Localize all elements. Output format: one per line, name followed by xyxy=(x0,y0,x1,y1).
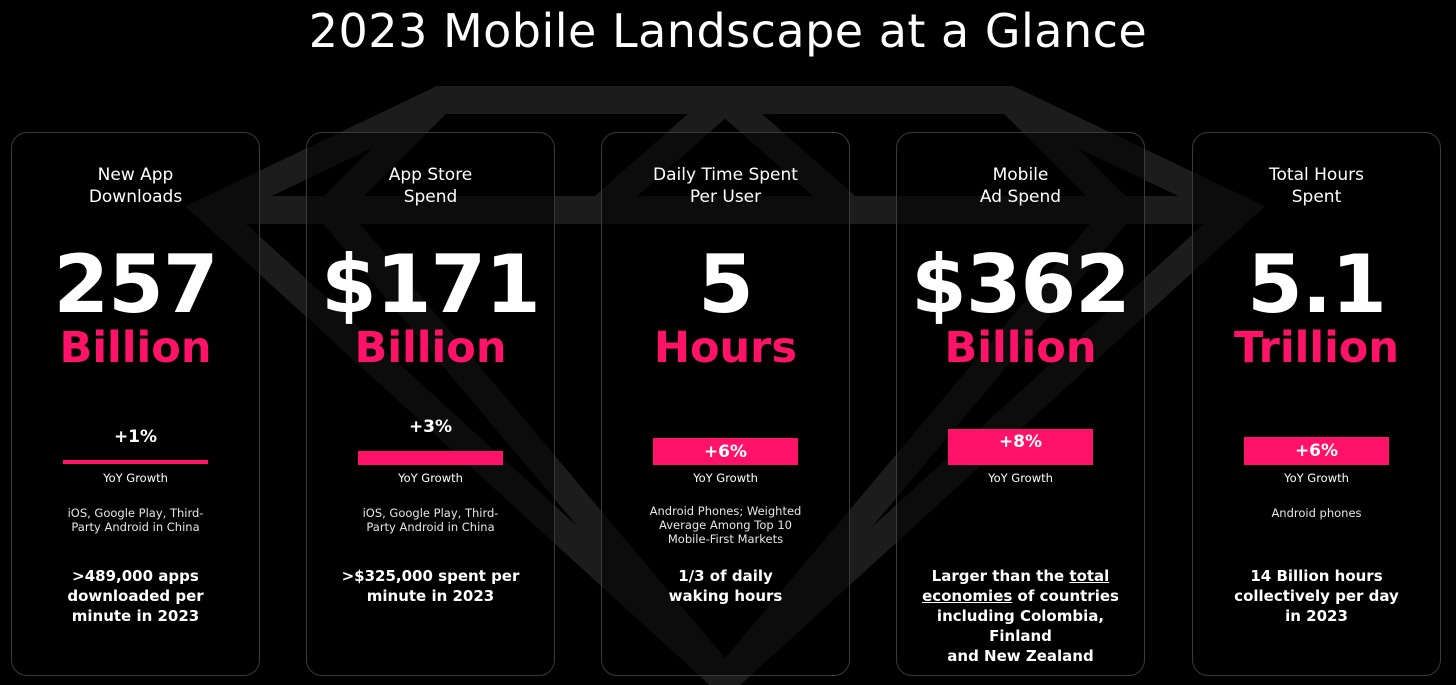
total-economies-link[interactable]: total economies xyxy=(922,567,1110,605)
card-title: Daily Time Spent Per User xyxy=(653,165,798,207)
stat-unit: Billion xyxy=(354,323,507,373)
growth-label: YoY Growth xyxy=(1284,471,1349,485)
stat-number: $362 xyxy=(911,238,1131,331)
stat-unit: Hours xyxy=(654,323,797,373)
growth-value: +1% xyxy=(113,427,158,447)
fact-text-prefix: Larger than the xyxy=(931,567,1070,585)
card-title: Total Hours Spent xyxy=(1269,165,1364,207)
growth-value: +3% xyxy=(408,417,453,437)
stat-card-new-app-downloads: New App Downloads 257 Billion +1% YoY Gr… xyxy=(11,132,260,676)
stat-number: $171 xyxy=(321,238,541,331)
stat-number: 5.1 xyxy=(1247,238,1387,331)
fact-text-suffix: of countries including Colombia, Finland… xyxy=(936,587,1119,665)
growth-bar xyxy=(1244,437,1389,465)
growth-bar xyxy=(358,451,503,465)
card-title: New App Downloads xyxy=(88,165,183,207)
stat-card-app-store-spend: App Store Spend $171 Billion +3% YoY Gro… xyxy=(306,132,555,676)
card-title: App Store Spend xyxy=(388,165,473,207)
card-title: Mobile Ad Spend xyxy=(979,165,1062,207)
growth-value: +8% xyxy=(998,432,1043,452)
growth-label: YoY Growth xyxy=(103,471,168,485)
growth-bar xyxy=(653,438,798,465)
growth-label: YoY Growth xyxy=(693,471,758,485)
growth-label: YoY Growth xyxy=(988,471,1053,485)
stat-number: 5 xyxy=(698,238,754,331)
stat-number: 257 xyxy=(53,238,219,331)
source-note: Android phones xyxy=(1271,506,1362,520)
growth-value: +6% xyxy=(1294,441,1339,461)
source-note: iOS, Google Play, Third- Party Android i… xyxy=(362,506,499,534)
stat-unit: Billion xyxy=(944,323,1097,373)
source-note: iOS, Google Play, Third- Party Android i… xyxy=(67,506,204,534)
stat-card-mobile-ad-spend: Mobile Ad Spend $362 Billion +8% YoY Gro… xyxy=(896,132,1145,676)
stat-card-daily-time-spent: Daily Time Spent Per User 5 Hours +6% Yo… xyxy=(601,132,850,676)
fact-text: >489,000 apps downloaded per minute in 2… xyxy=(67,567,204,625)
stat-unit: Trillion xyxy=(1234,323,1399,373)
fact-text: 1/3 of daily waking hours xyxy=(668,567,783,605)
growth-label: YoY Growth xyxy=(398,471,463,485)
growth-value: +6% xyxy=(703,442,748,462)
fact-text: 14 Billion hours collectively per day in… xyxy=(1234,567,1399,625)
growth-bar xyxy=(948,429,1093,465)
fact-text: Larger than the total economies of count… xyxy=(905,566,1136,666)
fact-text: >$325,000 spent per minute in 2023 xyxy=(341,567,520,605)
growth-bar xyxy=(63,460,208,464)
source-note: Android Phones; Weighted Average Among T… xyxy=(649,504,802,546)
page-title: 2023 Mobile Landscape at a Glance xyxy=(308,4,1148,58)
stat-card-total-hours-spent: Total Hours Spent 5.1 Trillion +6% YoY G… xyxy=(1192,132,1441,676)
stat-unit: Billion xyxy=(59,323,212,373)
